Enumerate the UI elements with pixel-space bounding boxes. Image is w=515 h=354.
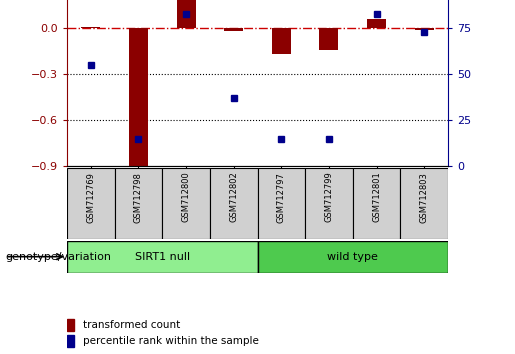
Bar (353, 168, 401, 239)
Bar (81, 27, 100, 28)
Bar (162, 168, 210, 239)
Bar (67, 168, 115, 239)
Text: GSM712801: GSM712801 (372, 172, 381, 222)
Text: wild type: wild type (328, 252, 378, 262)
Bar (319, 28, 338, 50)
Bar (177, 0, 196, 28)
Bar (305, 168, 353, 239)
Bar (210, 168, 258, 239)
Text: GSM712769: GSM712769 (87, 172, 95, 223)
Bar (258, 168, 305, 239)
Bar (415, 28, 434, 30)
Bar (258, 241, 448, 273)
Text: GSM712799: GSM712799 (324, 172, 333, 222)
Bar (272, 28, 291, 55)
Bar (129, 28, 148, 171)
Bar (401, 168, 448, 239)
Bar (224, 28, 243, 32)
Text: GSM712803: GSM712803 (420, 172, 428, 223)
Bar (367, 19, 386, 28)
Text: percentile rank within the sample: percentile rank within the sample (83, 336, 259, 346)
Text: GSM712797: GSM712797 (277, 172, 286, 223)
Bar (67, 335, 75, 347)
Text: GSM712800: GSM712800 (182, 172, 191, 222)
Text: GSM712798: GSM712798 (134, 172, 143, 223)
Text: genotype/variation: genotype/variation (5, 252, 111, 262)
Bar (114, 168, 162, 239)
Text: SIRT1 null: SIRT1 null (134, 252, 190, 262)
Text: transformed count: transformed count (83, 320, 180, 330)
Bar (67, 241, 258, 273)
Bar (67, 319, 75, 331)
Text: GSM712802: GSM712802 (229, 172, 238, 222)
